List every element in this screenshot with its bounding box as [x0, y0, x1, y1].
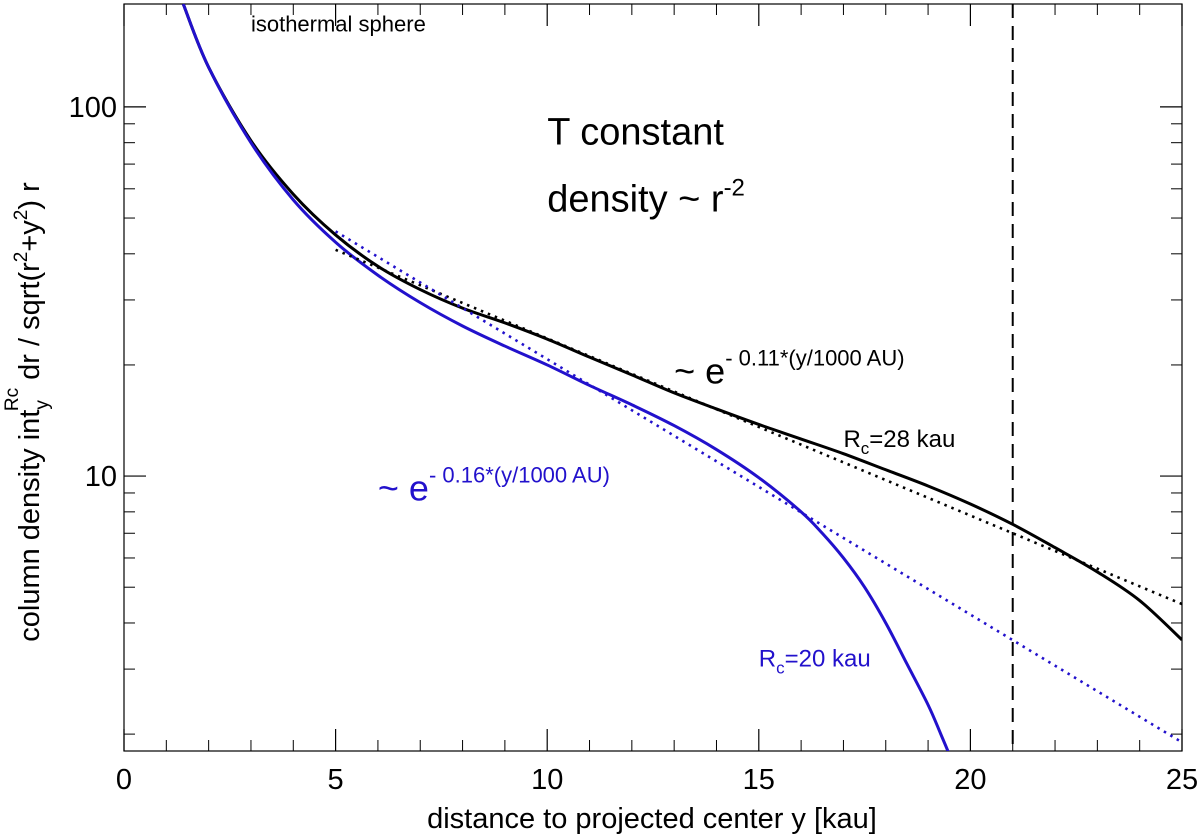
annotation-part: c: [776, 658, 785, 677]
annotation-3: density ~ r-2: [547, 175, 745, 221]
annotation-4: ~ e- 0.11*(y/1000 AU): [674, 346, 904, 392]
x-tick-label: 25: [1166, 764, 1198, 796]
y-axis-label-mid: dr / sqrt(r: [14, 262, 46, 388]
annotation-1: isothermal sphere: [251, 12, 426, 37]
annotation-part: ~ e: [674, 351, 725, 392]
y-axis-label-sup: Rc: [2, 388, 23, 411]
x-tick-label: 10: [531, 764, 563, 796]
annotation-5: Rc=28 kau: [843, 426, 955, 458]
x-tick-label: 0: [116, 764, 132, 796]
y-axis-label-sup2: 2: [11, 252, 32, 263]
annotation-part: - 0.16*(y/1000 AU): [429, 462, 610, 487]
plot-frame: [123, 3, 1183, 752]
y-tick-label: 100: [69, 92, 117, 124]
annotation-7: Rc=20 kau: [759, 645, 871, 677]
annotation-part: =28 kau: [869, 426, 955, 453]
y-axis-label-sub: y: [32, 400, 53, 410]
ticks-layer: 0 5 10 15 20 25 10 100: [69, 4, 1198, 796]
x-axis-label: distance to projected center y [kau]: [427, 803, 877, 835]
annotation-part: c: [861, 439, 870, 458]
annotation-part: R: [759, 645, 776, 672]
annotation-part: - 0.11*(y/1000 AU): [725, 346, 904, 371]
y-axis-label-end: ) r: [14, 182, 46, 210]
series-line-3-dotted: [335, 248, 1182, 606]
x-tick-label: 5: [328, 764, 344, 796]
x-tick-label: 15: [743, 764, 775, 796]
annotation-part: -2: [724, 175, 745, 202]
x-tick-label: 20: [954, 764, 986, 796]
y-axis-label-main: column density int: [14, 410, 46, 642]
annotation-part: ~ e: [378, 467, 429, 508]
y-axis-label-mid2: +y: [14, 220, 46, 252]
annotation-part: density ~ r: [547, 179, 724, 221]
y-tick-label: 10: [85, 461, 117, 493]
series-line-2-solid: [181, 4, 950, 751]
y-axis-label: column density intyRc dr / sqrt(r2+y2) r: [2, 182, 53, 642]
series-layer: [181, 4, 1182, 751]
annotation-part: =20 kau: [785, 645, 871, 672]
annotation-part: R: [843, 426, 860, 453]
annotations-layer: isothermal sphere T constant density ~ r-2…: [251, 12, 955, 678]
y-axis-label-sup3: 2: [11, 210, 32, 221]
annotation-6: ~ e- 0.16*(y/1000 AU): [378, 462, 610, 508]
annotation-2: T constant: [547, 112, 724, 154]
